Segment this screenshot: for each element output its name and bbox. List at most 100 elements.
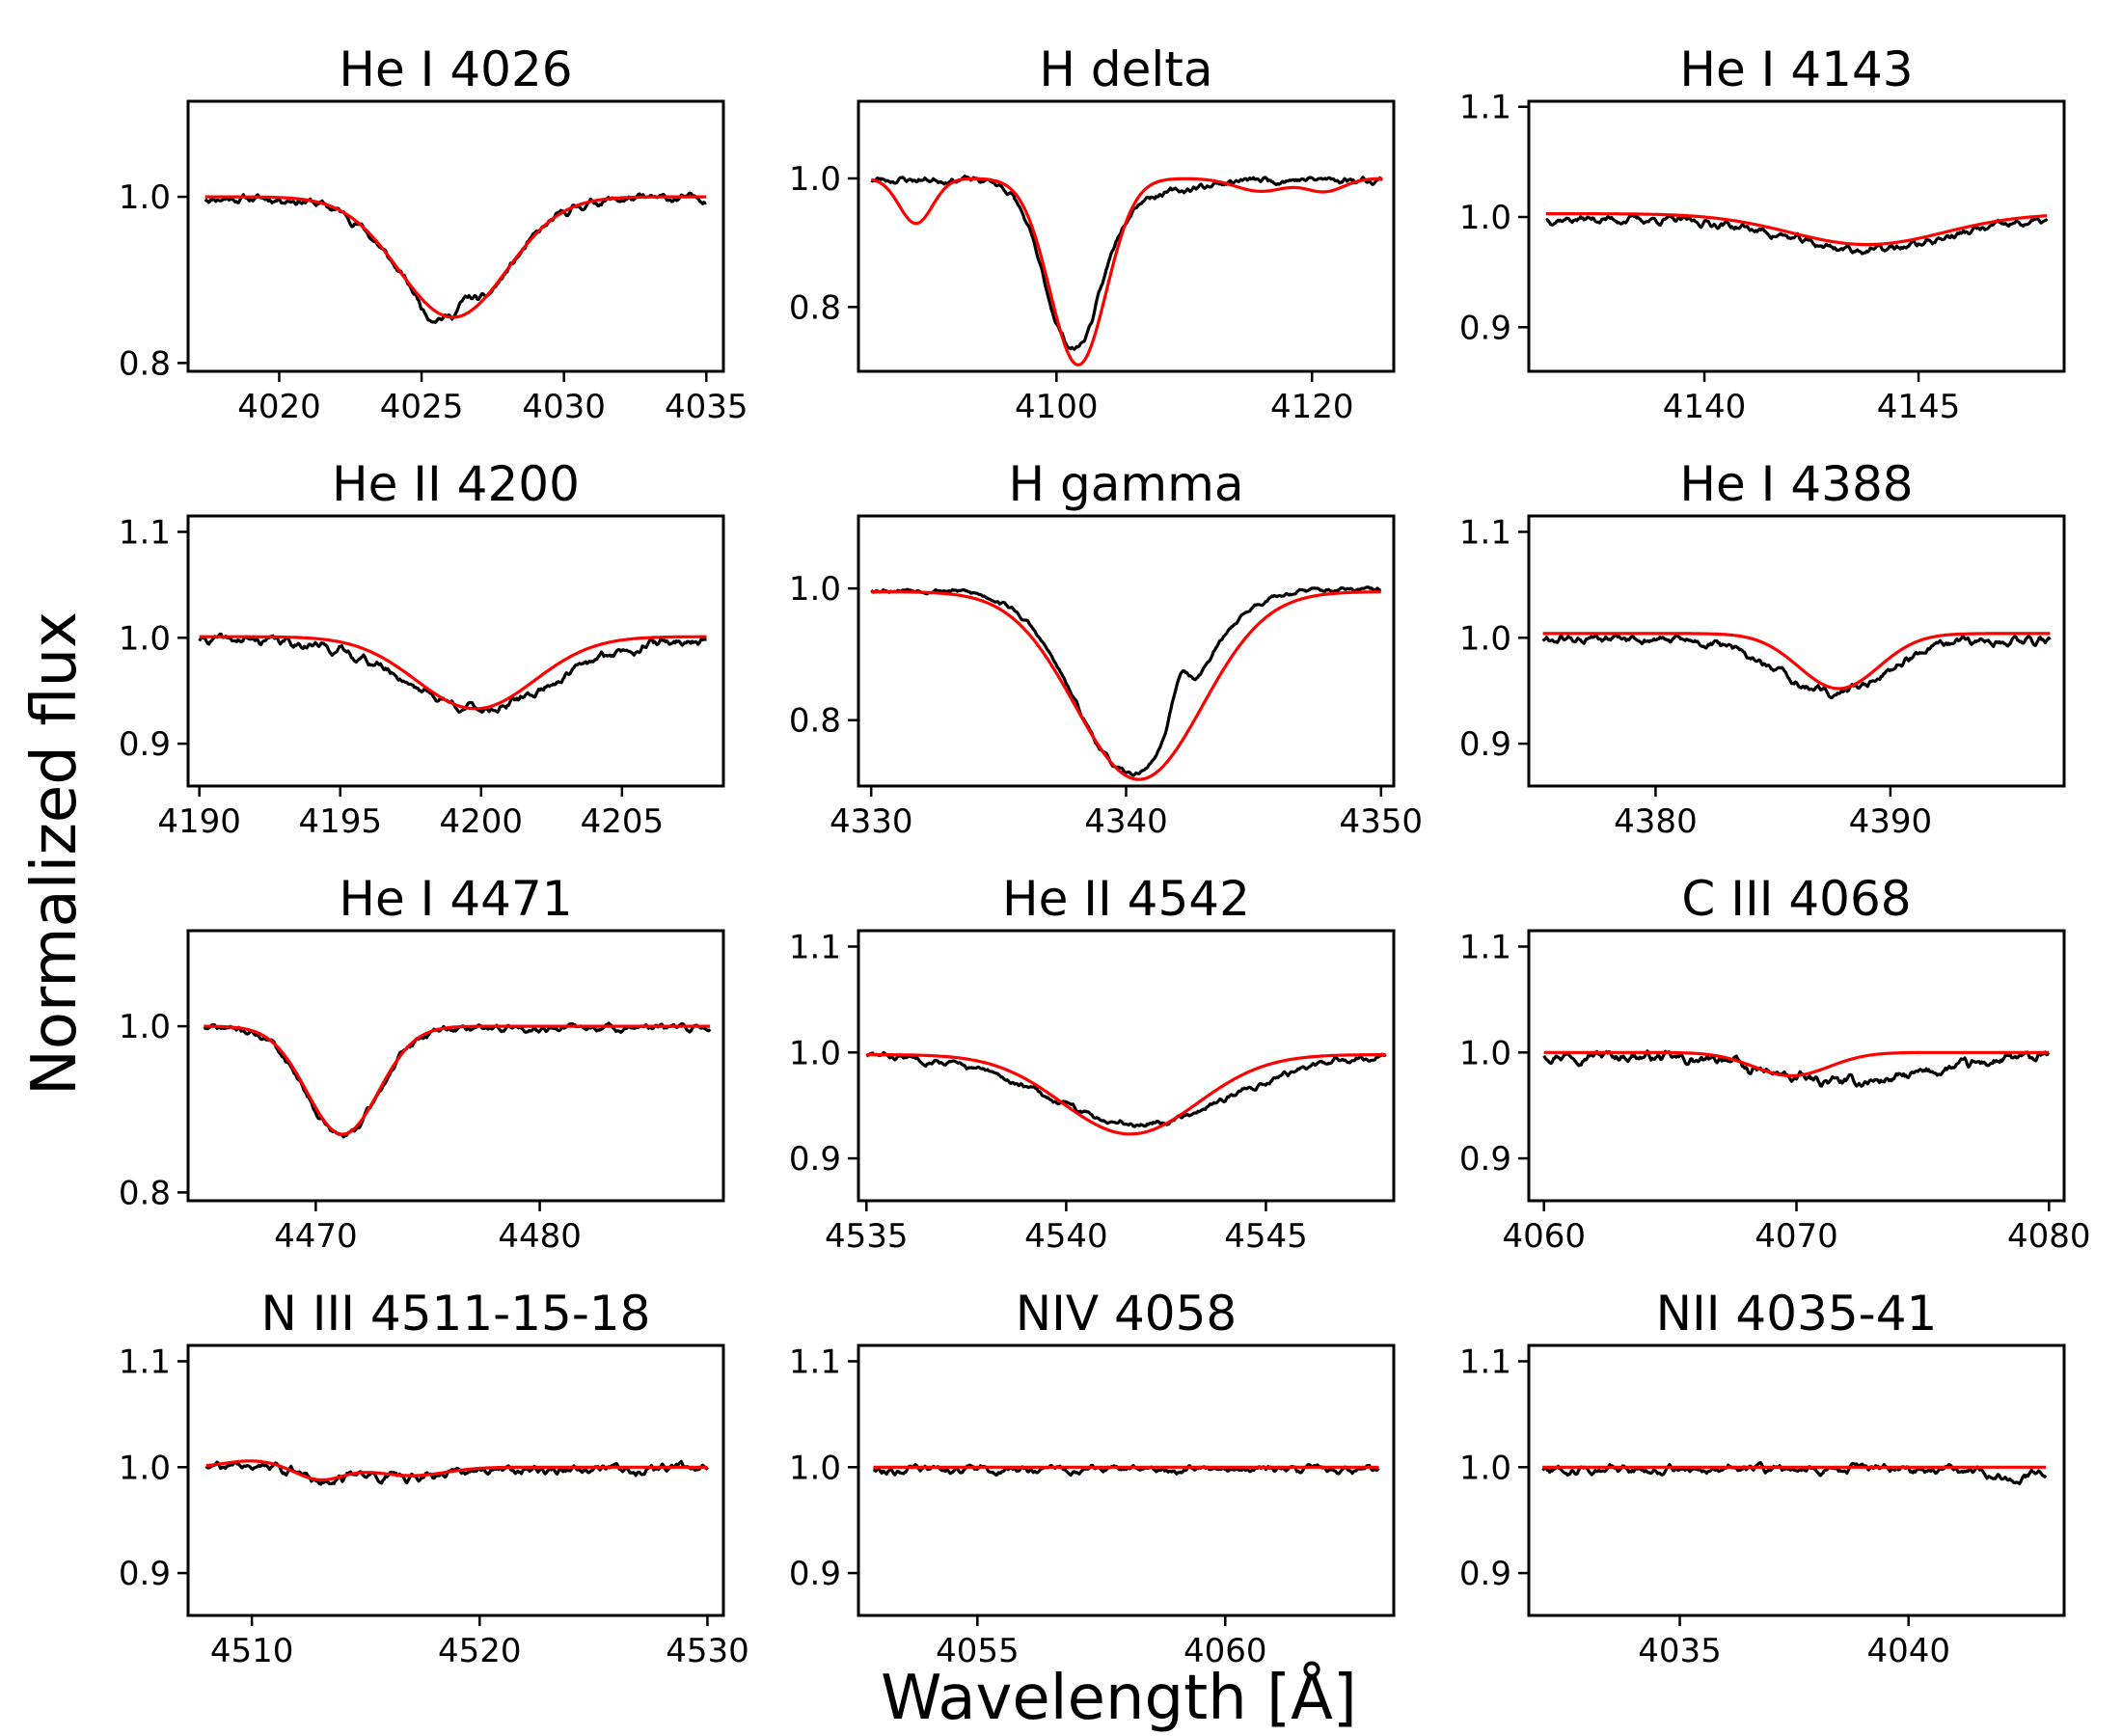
y-tick-label: 0.9 xyxy=(1459,1140,1511,1179)
panel-title: He I 4471 xyxy=(339,871,572,927)
model-spectrum-line xyxy=(870,176,1383,366)
y-tick-label: 1.1 xyxy=(1459,89,1511,127)
y-tick-label: 1.0 xyxy=(119,178,171,217)
y-tick-label: 0.8 xyxy=(119,1174,171,1212)
x-axis-label: Wavelength [Å] xyxy=(881,1661,1357,1734)
x-tick-label: 4070 xyxy=(1755,1217,1838,1256)
panel-8: He II 4542 4535 4540 4545 0.9 1.0 1.1 xyxy=(789,871,1396,1256)
y-tick-label: 1.0 xyxy=(119,1008,171,1046)
y-tick-label: 1.0 xyxy=(1459,1034,1511,1072)
x-tick-label: 4140 xyxy=(1663,388,1747,426)
y-tick-label: 1.1 xyxy=(119,513,171,552)
panel-title: He I 4388 xyxy=(1679,456,1913,512)
x-tick-label: 4060 xyxy=(1502,1217,1586,1256)
x-tick-label: 4530 xyxy=(666,1632,749,1670)
x-tick-label: 4035 xyxy=(665,388,748,426)
x-tick-label: 4390 xyxy=(1849,802,1933,841)
observed-spectrum-line xyxy=(1541,633,2052,700)
x-tick-label: 4535 xyxy=(825,1217,909,1256)
x-tick-label: 4080 xyxy=(2007,1217,2091,1256)
panel-6: He I 4388 4380 4390 0.9 1.0 1.1 xyxy=(1459,456,2066,841)
panel-frame xyxy=(186,514,725,788)
x-tick-label: 4540 xyxy=(1024,1217,1108,1256)
panel-title: He II 4542 xyxy=(1002,871,1250,927)
panel-title: He I 4026 xyxy=(339,41,572,97)
y-tick-label: 0.9 xyxy=(1459,309,1511,347)
y-tick-label: 0.9 xyxy=(119,1555,171,1593)
y-tick-label: 0.9 xyxy=(1459,725,1511,764)
y-tick-label: 0.9 xyxy=(119,725,171,764)
y-tick-label: 0.8 xyxy=(789,288,841,327)
x-tick-label: 4205 xyxy=(581,802,665,841)
model-spectrum-line xyxy=(205,1459,708,1482)
y-tick-label: 1.1 xyxy=(1459,1343,1511,1381)
panel-title: H gamma xyxy=(1009,456,1244,512)
panel-frame xyxy=(1527,1343,2066,1617)
panel-frame xyxy=(857,99,1396,373)
y-tick-label: 1.0 xyxy=(789,1449,841,1487)
x-tick-label: 4195 xyxy=(298,802,382,841)
x-tick-label: 4380 xyxy=(1614,802,1698,841)
x-tick-label: 4510 xyxy=(210,1632,294,1670)
x-tick-label: 4120 xyxy=(1270,388,1354,426)
y-tick-label: 1.1 xyxy=(1459,928,1511,966)
panel-frame xyxy=(857,929,1396,1203)
model-spectrum-line xyxy=(870,590,1382,781)
x-tick-label: 4190 xyxy=(157,802,241,841)
y-tick-label: 1.1 xyxy=(789,928,841,966)
y-tick-label: 1.1 xyxy=(119,1343,171,1381)
y-tick-label: 0.8 xyxy=(119,344,171,383)
model-spectrum-line xyxy=(203,1024,711,1136)
model-spectrum-line xyxy=(1543,1050,2050,1077)
observed-spectrum-line xyxy=(870,585,1382,777)
panel-title: NIV 4058 xyxy=(1016,1286,1238,1342)
x-tick-label: 4470 xyxy=(274,1217,358,1256)
panel-10: N III 4511-15-18 4510 4520 4530 0.9 1.0 1.1 xyxy=(119,1286,749,1670)
panel-12: NII 4035-41 4035 4040 0.9 1.0 1.1 xyxy=(1459,1286,2066,1670)
panel-title: He I 4143 xyxy=(1679,41,1913,97)
observed-spectrum-line xyxy=(865,1050,1387,1128)
x-tick-label: 4030 xyxy=(522,388,606,426)
model-spectrum-line xyxy=(1545,212,2048,247)
panel-frame xyxy=(186,1343,725,1617)
panel-11: NIV 4058 4055 4060 0.9 1.0 1.1 xyxy=(789,1286,1396,1670)
panel-7: He I 4471 4470 4480 0.8 1.0 xyxy=(119,871,725,1256)
panel-title: H delta xyxy=(1039,41,1212,97)
x-tick-label: 4480 xyxy=(498,1217,582,1256)
panel-5: H gamma 4330 4340 4350 0.8 1.0 xyxy=(789,456,1423,841)
x-tick-label: 4020 xyxy=(237,388,321,426)
y-tick-label: 1.0 xyxy=(1459,199,1511,237)
x-tick-label: 4055 xyxy=(936,1632,1020,1670)
panel-frame xyxy=(186,99,725,373)
x-tick-label: 4200 xyxy=(440,802,524,841)
x-tick-label: 4340 xyxy=(1084,802,1168,841)
y-tick-label: 1.0 xyxy=(789,1034,841,1072)
observed-spectrum-line xyxy=(204,191,707,324)
y-tick-label: 1.0 xyxy=(119,1449,171,1487)
panel-frame xyxy=(857,1343,1396,1617)
panel-title: He II 4200 xyxy=(332,456,580,512)
panel-frame xyxy=(1527,514,2066,788)
observed-spectrum-line xyxy=(204,1459,709,1486)
y-tick-label: 1.1 xyxy=(1459,513,1511,552)
x-tick-label: 4330 xyxy=(830,802,913,841)
y-tick-label: 1.0 xyxy=(789,570,841,609)
y-tick-label: 1.0 xyxy=(1459,1449,1511,1487)
panel-9: C III 4068 4060 4070 4080 0.9 1.0 1.1 xyxy=(1459,871,2091,1256)
y-tick-label: 1.0 xyxy=(119,619,171,658)
x-tick-label: 4545 xyxy=(1224,1217,1308,1256)
y-tick-label: 1.0 xyxy=(789,160,841,199)
panel-title: C III 4068 xyxy=(1681,871,1911,927)
panel-frame xyxy=(186,929,725,1203)
x-tick-label: 4520 xyxy=(438,1632,522,1670)
y-tick-label: 0.8 xyxy=(789,702,841,741)
x-tick-label: 4035 xyxy=(1638,1632,1722,1670)
panel-1: He I 4026 4020 4025 4030 4035 0.8 1.0 xyxy=(119,41,748,426)
panel-title: N III 4511-15-18 xyxy=(260,1286,650,1342)
model-spectrum-line xyxy=(204,195,707,319)
x-tick-label: 4100 xyxy=(1015,388,1099,426)
x-tick-label: 4350 xyxy=(1340,802,1424,841)
y-tick-label: 1.0 xyxy=(1459,619,1511,658)
